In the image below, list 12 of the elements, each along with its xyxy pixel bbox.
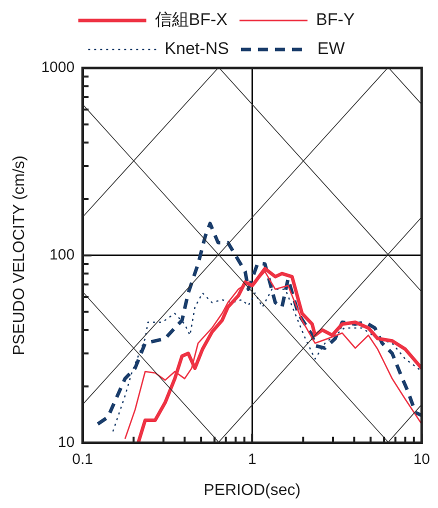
x-tick-label: 10 — [413, 450, 430, 468]
legend-label: BF-Y — [316, 10, 355, 30]
x-tick-label: 0.1 — [72, 450, 93, 468]
y-axis-title: PSEUDO VELOCITY (cm/s) — [11, 156, 28, 356]
y-tick-label: 100 — [50, 246, 75, 264]
y-tick-label: 1000 — [41, 59, 75, 76]
y-tick-label: 10 — [58, 434, 75, 451]
legend-label: EW — [317, 39, 345, 58]
x-axis-title: PERIOD(sec) — [204, 482, 301, 499]
x-tick-label: 1 — [248, 450, 256, 468]
legend-label: Knet-NS — [164, 39, 229, 58]
legend-label: 信組BF-X — [154, 10, 228, 30]
